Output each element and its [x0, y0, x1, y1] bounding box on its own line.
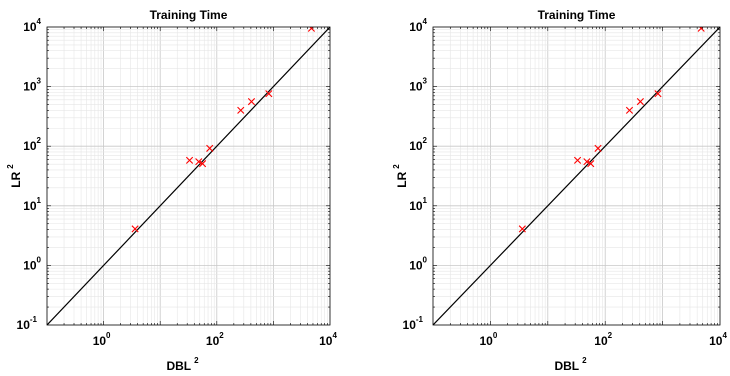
x-tick-label-2: 104	[709, 331, 727, 348]
data-point-5	[625, 106, 634, 114]
x-tick-label-0: 100	[93, 331, 111, 348]
x-axis-label: DBL 2	[166, 356, 199, 373]
y-tick-label-0: 10-1	[17, 315, 38, 332]
x-tick-label-0: 100	[479, 331, 497, 348]
chart-title: Training Time	[538, 8, 616, 22]
data-point-1	[573, 156, 582, 164]
tick-marks	[47, 27, 330, 325]
tick-marks	[433, 27, 720, 325]
y-axis-label: LR2	[392, 164, 409, 188]
y-tick-label-0: 10-1	[403, 315, 424, 332]
right-chart: 100 102 104 10-1 100 101 102 103 104 Training Tim…	[392, 8, 727, 373]
data-points	[131, 27, 316, 233]
x-tick-label-2: 104	[319, 331, 337, 348]
x-axis-label: DBL 2	[554, 356, 587, 373]
data-points	[518, 27, 705, 233]
y-tick-label-1: 100	[409, 255, 427, 272]
data-point-4	[594, 144, 602, 152]
reference-line	[433, 27, 720, 325]
reference-line	[47, 27, 330, 325]
y-axis-label: LR2	[6, 164, 23, 188]
data-point-8	[307, 27, 316, 32]
left-chart: 100 102 104 10-1 100 101 102 103 104 Training Tim…	[6, 8, 337, 373]
data-point-7	[265, 90, 273, 98]
data-point-0	[518, 225, 526, 233]
grid	[433, 27, 720, 325]
y-tick-label-2: 101	[409, 196, 427, 213]
data-point-3	[587, 160, 595, 168]
axes-box	[46, 26, 331, 326]
chart-title: Training Time	[150, 8, 228, 22]
x-tick-label-1: 102	[206, 331, 224, 348]
data-point-3	[198, 160, 207, 168]
y-tick-label-3: 102	[409, 136, 427, 153]
y-tick-label-5: 104	[23, 17, 41, 34]
data-point-6	[636, 98, 644, 106]
grid	[47, 27, 330, 325]
data-point-8	[697, 27, 705, 32]
y-tick-label-3: 102	[23, 136, 41, 153]
y-tick-label-1: 100	[23, 255, 41, 272]
data-point-6	[247, 98, 256, 106]
data-point-7	[654, 90, 662, 98]
axes-box	[432, 26, 721, 326]
y-tick-label-5: 104	[409, 17, 427, 34]
y-tick-label-4: 103	[409, 77, 427, 94]
y-tick-label-2: 101	[23, 196, 41, 213]
x-tick-label-1: 102	[594, 331, 612, 348]
data-point-2	[583, 158, 591, 166]
data-point-4	[206, 144, 214, 152]
data-point-5	[237, 106, 245, 114]
data-point-2	[195, 158, 203, 166]
y-tick-label-4: 103	[23, 77, 41, 94]
data-point-0	[131, 225, 139, 233]
data-point-1	[185, 156, 194, 164]
